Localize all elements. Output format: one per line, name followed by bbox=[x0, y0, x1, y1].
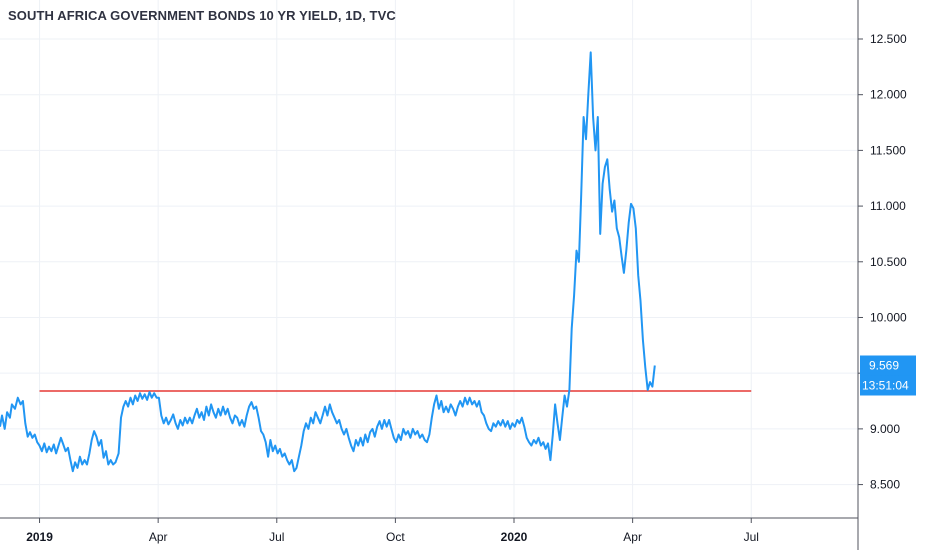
x-tick-label-4: 2020 bbox=[501, 530, 528, 544]
last-value-label: 9.569 bbox=[869, 358, 899, 372]
y-tick-label-7: 12.000 bbox=[870, 88, 907, 102]
x-tick-label-0: 2019 bbox=[26, 530, 53, 544]
x-tick-label-1: Apr bbox=[149, 530, 168, 544]
countdown-badge bbox=[860, 375, 916, 396]
last-price-badges: 9.569 13:51:04 bbox=[860, 355, 916, 396]
y-tick-label-3: 10.000 bbox=[870, 310, 907, 324]
y-tick-label-1: 9.000 bbox=[870, 422, 900, 436]
x-tick-label-5: Apr bbox=[623, 530, 642, 544]
x-tick-label-2: Jul bbox=[269, 530, 284, 544]
x-tick-label-3: Oct bbox=[386, 530, 405, 544]
series-layer bbox=[0, 51, 656, 473]
last-value-badge bbox=[860, 355, 916, 376]
chart-title: SOUTH AFRICA GOVERNMENT BONDS 10 YR YIEL… bbox=[8, 8, 396, 23]
y-tick-label-5: 11.000 bbox=[870, 199, 906, 213]
y-tick-label-4: 10.500 bbox=[870, 255, 907, 269]
y-tick-label-0: 8.500 bbox=[870, 478, 900, 492]
time-axis[interactable]: 2019 Apr Jul Oct 2020 Apr Jul bbox=[26, 518, 759, 544]
grid-lines bbox=[0, 0, 858, 518]
countdown-label: 13:51:04 bbox=[862, 378, 909, 392]
y-tick-label-6: 11.500 bbox=[870, 143, 906, 157]
price-axis[interactable]: 8.5009.0009.50010.00010.50011.00011.5001… bbox=[858, 32, 907, 492]
x-tick-label-6: Jul bbox=[744, 530, 759, 544]
y-tick-label-8: 12.500 bbox=[870, 32, 907, 46]
series-line-0[interactable] bbox=[0, 51, 656, 473]
